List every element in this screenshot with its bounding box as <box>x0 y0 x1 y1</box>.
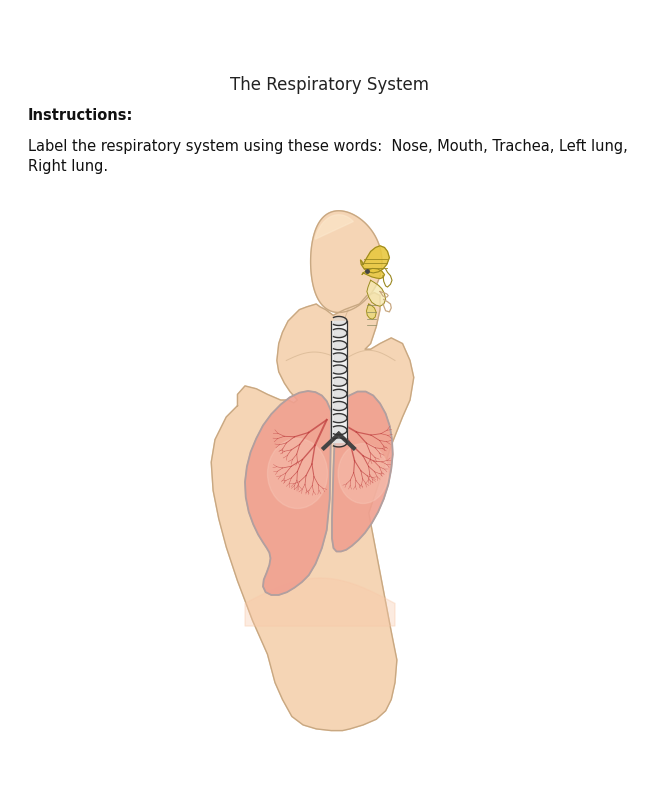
Polygon shape <box>362 268 385 278</box>
Text: Instructions:: Instructions: <box>28 109 133 123</box>
Polygon shape <box>334 427 346 434</box>
Polygon shape <box>334 378 346 385</box>
Polygon shape <box>315 215 353 239</box>
Polygon shape <box>334 439 346 446</box>
Polygon shape <box>334 390 346 397</box>
Text: Right lung.: Right lung. <box>28 158 108 174</box>
Polygon shape <box>334 402 346 410</box>
Polygon shape <box>334 414 346 422</box>
Polygon shape <box>334 354 346 361</box>
Ellipse shape <box>338 444 388 504</box>
Polygon shape <box>245 578 395 626</box>
Polygon shape <box>366 304 376 320</box>
Polygon shape <box>367 281 385 307</box>
Polygon shape <box>245 391 331 595</box>
Ellipse shape <box>267 439 327 508</box>
Polygon shape <box>334 342 346 349</box>
Text: The Respiratory System: The Respiratory System <box>230 76 430 94</box>
Polygon shape <box>331 321 347 443</box>
Polygon shape <box>360 246 389 273</box>
Polygon shape <box>334 366 346 373</box>
Polygon shape <box>211 293 414 731</box>
Polygon shape <box>334 318 346 324</box>
Polygon shape <box>311 211 382 312</box>
Text: Label the respiratory system using these words:  Nose, Mouth, Trachea, Left lung: Label the respiratory system using these… <box>28 139 628 153</box>
Polygon shape <box>332 392 393 551</box>
Polygon shape <box>334 330 346 337</box>
